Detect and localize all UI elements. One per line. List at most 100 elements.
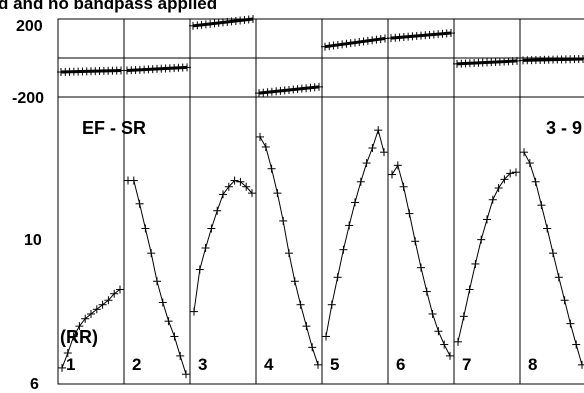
amplitude-point bbox=[314, 360, 322, 369]
amplitude-point bbox=[333, 273, 342, 282]
phase-point bbox=[351, 38, 359, 47]
amplitude-point bbox=[164, 317, 173, 326]
amplitude-point bbox=[230, 176, 239, 185]
amplitude-point bbox=[345, 221, 354, 230]
amplitude-point bbox=[219, 190, 227, 199]
phase-point bbox=[333, 40, 342, 49]
amplitude-point bbox=[543, 224, 552, 233]
amplitude-point bbox=[572, 340, 581, 349]
channel-dividers bbox=[123, 19, 521, 384]
amp-tick-label-10: 10 bbox=[24, 232, 42, 249]
amplitude-point bbox=[201, 243, 210, 252]
amplitude-point bbox=[411, 237, 420, 246]
amplitude-point bbox=[322, 332, 330, 341]
phase-series-ch1 bbox=[57, 66, 125, 77]
amplitude-point bbox=[399, 182, 408, 191]
amplitude-point bbox=[483, 215, 491, 224]
amplitude-point bbox=[158, 298, 167, 307]
amplitude-point bbox=[141, 224, 150, 233]
amplitude-point bbox=[207, 224, 216, 233]
amplitude-point bbox=[368, 144, 377, 153]
phase-point bbox=[249, 15, 257, 23]
phase-series-ch3 bbox=[189, 15, 257, 30]
amplitude-series-ch3 bbox=[190, 176, 256, 316]
phase-point bbox=[447, 29, 455, 38]
amplitude-series bbox=[58, 126, 584, 379]
amplitude-point bbox=[302, 322, 311, 331]
amplitude-series-ch2 bbox=[124, 176, 190, 379]
phase-point bbox=[513, 56, 521, 65]
phase-series-ch4 bbox=[255, 82, 323, 98]
amplitude-point bbox=[147, 249, 156, 258]
phase-series-ch6 bbox=[387, 29, 455, 43]
amplitude-point bbox=[549, 249, 557, 258]
amplitude-point bbox=[578, 360, 584, 369]
amplitude-point bbox=[285, 249, 293, 258]
amplitude-series-ch8 bbox=[520, 148, 584, 369]
phase-point bbox=[183, 63, 191, 72]
amplitude-point bbox=[75, 322, 84, 331]
amplitude-series-ch7 bbox=[454, 168, 520, 346]
plot-title: d and no bandpass applied bbox=[0, 0, 217, 13]
amplitude-point bbox=[494, 184, 503, 193]
amplitude-point bbox=[380, 148, 388, 157]
amplitude-point bbox=[170, 332, 179, 341]
phase-point bbox=[321, 42, 329, 51]
polarization-label: (RR) bbox=[60, 327, 98, 347]
amplitude-point bbox=[417, 263, 425, 272]
amplitude-point bbox=[454, 337, 462, 346]
amplitude-point bbox=[500, 175, 509, 184]
amplitude-point bbox=[248, 189, 256, 198]
phase-point bbox=[338, 40, 347, 49]
channel-label-2: 2 bbox=[132, 355, 141, 374]
amplitude-point bbox=[135, 199, 144, 208]
amplitude-point bbox=[512, 168, 520, 177]
phase-series-ch8 bbox=[519, 54, 584, 65]
amplitude-point bbox=[273, 189, 282, 198]
phase-series-ch2 bbox=[123, 63, 191, 75]
amplitude-point bbox=[339, 245, 348, 254]
amplitude-point bbox=[176, 351, 185, 360]
phase-series-ch7 bbox=[453, 56, 521, 68]
amplitude-point bbox=[428, 309, 437, 318]
amplitude-point bbox=[129, 176, 138, 185]
amplitude-point bbox=[566, 319, 575, 328]
amplitude-point bbox=[69, 332, 78, 341]
amplitude-point bbox=[351, 198, 359, 207]
amplitude-point bbox=[87, 309, 95, 318]
amplitude-point bbox=[537, 201, 546, 210]
amplitude-point bbox=[213, 206, 222, 215]
amplitude-panel-border bbox=[57, 96, 584, 385]
amplitude-point bbox=[446, 351, 454, 360]
amplitude-point bbox=[405, 209, 414, 218]
phase-point bbox=[372, 35, 381, 44]
channel-label-4: 4 bbox=[264, 355, 274, 374]
amplitude-point bbox=[434, 327, 443, 336]
amplitude-point bbox=[92, 305, 101, 314]
amplitude-point bbox=[98, 300, 107, 309]
phase-point bbox=[355, 38, 364, 47]
amplitude-point bbox=[153, 277, 161, 286]
phase-tick-label-bottom: -200 bbox=[12, 90, 44, 107]
amplitude-point bbox=[267, 164, 276, 173]
channel-label-5: 5 bbox=[330, 355, 339, 374]
amplitude-point bbox=[554, 273, 563, 282]
amplitude-point bbox=[296, 300, 305, 309]
channel-label-1: 1 bbox=[66, 355, 75, 374]
amplitude-point bbox=[242, 182, 251, 191]
phase-point bbox=[329, 41, 338, 50]
phase-point bbox=[325, 42, 334, 51]
amplitude-series-ch1 bbox=[58, 285, 124, 372]
amplitude-point bbox=[195, 265, 204, 274]
amplitude-series-ch6 bbox=[388, 161, 454, 360]
amplitude-point bbox=[477, 235, 486, 244]
phase-point bbox=[342, 39, 351, 48]
amplitude-line bbox=[523, 151, 583, 365]
amplitude-point bbox=[256, 132, 264, 141]
amplitude-line bbox=[193, 180, 253, 312]
amplitude-series-ch5 bbox=[322, 126, 388, 341]
phase-tick-label-top: 200 bbox=[16, 18, 43, 35]
phase-point bbox=[363, 36, 372, 45]
phase-series-ch5 bbox=[321, 34, 389, 51]
